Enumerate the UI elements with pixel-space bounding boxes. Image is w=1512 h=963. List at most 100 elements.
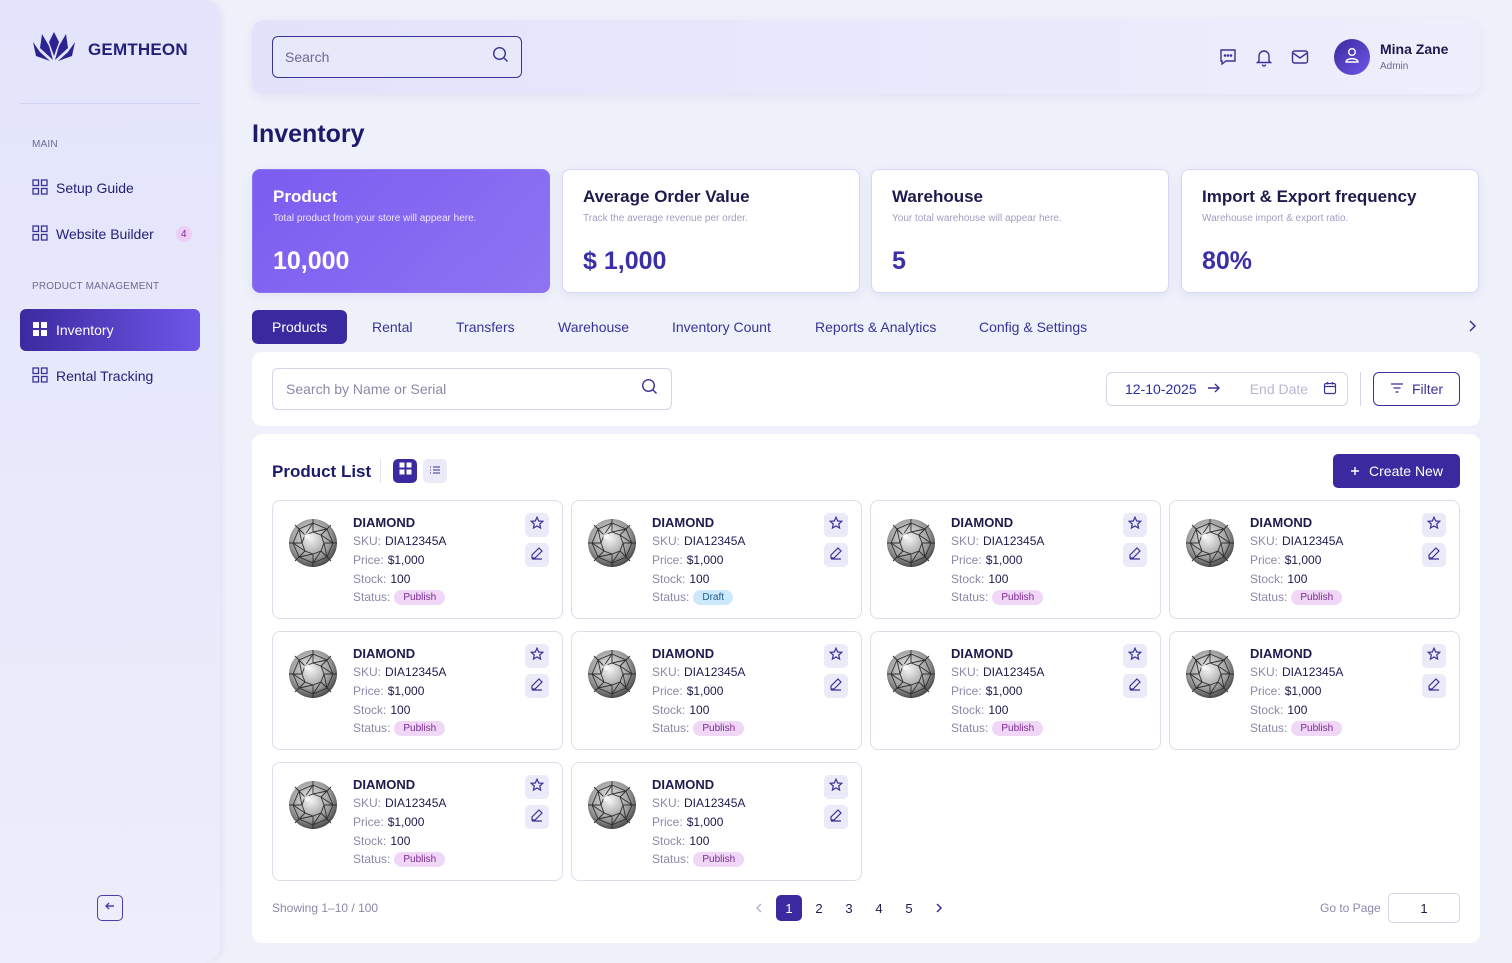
product-status: Status: Publish — [1250, 590, 1343, 606]
tab-rental[interactable]: Rental — [372, 319, 413, 335]
tab-transfers[interactable]: Transfers — [456, 319, 515, 335]
sidebar-item-website-builder[interactable]: Website Builder 4 — [20, 213, 200, 255]
sidebar-item-rental-tracking[interactable]: Rental Tracking — [20, 355, 200, 397]
search-icon[interactable] — [641, 378, 658, 400]
favorite-button[interactable] — [824, 775, 848, 799]
favorite-button[interactable] — [525, 775, 549, 799]
status-label: Status: — [951, 721, 989, 735]
calendar-icon[interactable] — [1323, 381, 1337, 398]
price-value: $1,000 — [387, 815, 425, 829]
next-page-button[interactable] — [926, 895, 952, 921]
stat-subtitle: Warehouse import & export ratio. — [1202, 213, 1349, 224]
product-card[interactable]: DIAMOND SKU: DIA12345A Price: $1,000 Stock: 10… — [1169, 631, 1460, 750]
stat-card-product[interactable]: Product Total product from your store wi… — [252, 169, 550, 293]
search-icon[interactable] — [492, 46, 509, 68]
collapse-sidebar-button[interactable] — [97, 895, 123, 921]
page-button-4[interactable]: 4 — [875, 900, 883, 916]
list-view-button[interactable] — [423, 459, 447, 483]
end-date[interactable]: End Date — [1249, 381, 1309, 397]
status-badge: Publish — [394, 590, 446, 606]
product-card[interactable]: DIAMOND SKU: DIA12345A Price: $1,000 Stock: 10… — [870, 500, 1161, 619]
favorite-button[interactable] — [1422, 513, 1446, 537]
stat-title: Average Order Value — [583, 187, 750, 206]
tab-reports-analytics[interactable]: Reports & Analytics — [815, 319, 937, 335]
brand-logo[interactable]: GEMTHEON — [32, 30, 188, 69]
page-button-2[interactable]: 2 — [815, 900, 823, 916]
edit-button[interactable] — [824, 805, 848, 829]
stat-card-import-export-frequency[interactable]: Import & Export frequency Warehouse impo… — [1181, 169, 1479, 293]
page-button-3[interactable]: 3 — [845, 900, 853, 916]
sidebar-item-inventory[interactable]: Inventory — [20, 309, 200, 351]
product-sku: SKU: DIA12345A — [652, 665, 745, 679]
status-label: Status: — [353, 590, 391, 604]
tab-products[interactable]: Products — [252, 310, 348, 344]
stat-card-warehouse[interactable]: Warehouse Your total warehouse will appe… — [871, 169, 1169, 293]
sku-value: DIA12345A — [1282, 534, 1344, 548]
favorite-button[interactable] — [1123, 644, 1147, 668]
favorite-button[interactable] — [525, 513, 549, 537]
product-card[interactable]: DIAMOND SKU: DIA12345A Price: $1,000 Stock: 10… — [870, 631, 1161, 750]
stock-value: 100 — [1287, 572, 1308, 586]
price-label: Price: — [951, 684, 982, 698]
go-to-page-input[interactable] — [1388, 893, 1460, 923]
stock-value: 100 — [988, 703, 1009, 717]
chevron-right-icon[interactable] — [1464, 318, 1480, 339]
edit-button[interactable] — [1422, 543, 1446, 567]
filter-icon — [1390, 381, 1404, 397]
product-card[interactable]: DIAMOND SKU: DIA12345A Price: $1,000 Stock: 10… — [272, 762, 563, 881]
product-card[interactable]: DIAMOND SKU: DIA12345A Price: $1,000 Stock: 10… — [272, 500, 563, 619]
stat-card-average-order-value[interactable]: Average Order Value Track the average re… — [562, 169, 860, 293]
product-sku: SKU: DIA12345A — [951, 665, 1044, 679]
product-card[interactable]: DIAMOND SKU: DIA12345A Price: $1,000 Stock: 10… — [571, 762, 862, 881]
user-name[interactable]: Mina Zane — [1380, 41, 1449, 57]
search-input[interactable] — [286, 381, 641, 397]
create-new-button[interactable]: Create New — [1333, 454, 1460, 488]
product-card[interactable]: DIAMOND SKU: DIA12345A Price: $1,000 Stock: 10… — [571, 631, 862, 750]
chat-icon[interactable] — [1218, 47, 1238, 67]
edit-button[interactable] — [1123, 543, 1147, 567]
favorite-button[interactable] — [1422, 644, 1446, 668]
bell-icon[interactable] — [1254, 47, 1274, 67]
filter-button[interactable]: Filter — [1373, 372, 1460, 406]
showing-count: Showing 1–10 / 100 — [272, 901, 379, 915]
product-name: DIAMOND — [951, 515, 1014, 530]
tab-config-settings[interactable]: Config & Settings — [979, 319, 1088, 335]
product-list-title: Product List — [272, 462, 372, 481]
edit-button[interactable] — [525, 674, 549, 698]
edit-button[interactable] — [1422, 674, 1446, 698]
brand-name: GEMTHEON — [88, 39, 188, 59]
start-date[interactable]: 12-10-2025 — [1125, 381, 1197, 397]
avatar[interactable] — [1334, 39, 1370, 75]
product-search[interactable] — [272, 368, 672, 410]
page-button-1[interactable]: 1 — [776, 895, 802, 921]
edit-button[interactable] — [1123, 674, 1147, 698]
page-button-5[interactable]: 5 — [905, 900, 913, 916]
tab-warehouse[interactable]: Warehouse — [558, 319, 630, 335]
product-card[interactable]: DIAMOND SKU: DIA12345A Price: $1,000 Stock: 10… — [272, 631, 563, 750]
edit-button[interactable] — [824, 543, 848, 567]
favorite-button[interactable] — [525, 644, 549, 668]
create-new-label: Create New — [1369, 463, 1443, 479]
date-range-picker[interactable]: 12-10-2025 End Date — [1106, 372, 1348, 406]
edit-button[interactable] — [824, 674, 848, 698]
favorite-button[interactable] — [1123, 513, 1147, 537]
edit-button[interactable] — [525, 543, 549, 567]
sidebar-item-label: Inventory — [56, 322, 114, 338]
sidebar-item-setup-guide[interactable]: Setup Guide — [20, 167, 200, 209]
grid-view-button[interactable] — [393, 459, 417, 483]
tab-inventory-count[interactable]: Inventory Count — [672, 319, 771, 335]
product-sku: SKU: DIA12345A — [1250, 534, 1343, 548]
edit-button[interactable] — [525, 805, 549, 829]
edit-icon — [530, 677, 544, 696]
product-card[interactable]: DIAMOND SKU: DIA12345A Price: $1,000 Stock: 10… — [1169, 500, 1460, 619]
product-stock: Stock: 100 — [951, 703, 1008, 717]
search-input[interactable] — [285, 49, 492, 65]
global-search[interactable] — [272, 36, 522, 78]
stock-value: 100 — [1287, 703, 1308, 717]
favorite-button[interactable] — [824, 644, 848, 668]
favorite-button[interactable] — [824, 513, 848, 537]
price-label: Price: — [353, 553, 384, 567]
prev-page-button[interactable] — [746, 895, 772, 921]
mail-icon[interactable] — [1290, 47, 1310, 67]
product-card[interactable]: DIAMOND SKU: DIA12345A Price: $1,000 Stock: 10… — [571, 500, 862, 619]
